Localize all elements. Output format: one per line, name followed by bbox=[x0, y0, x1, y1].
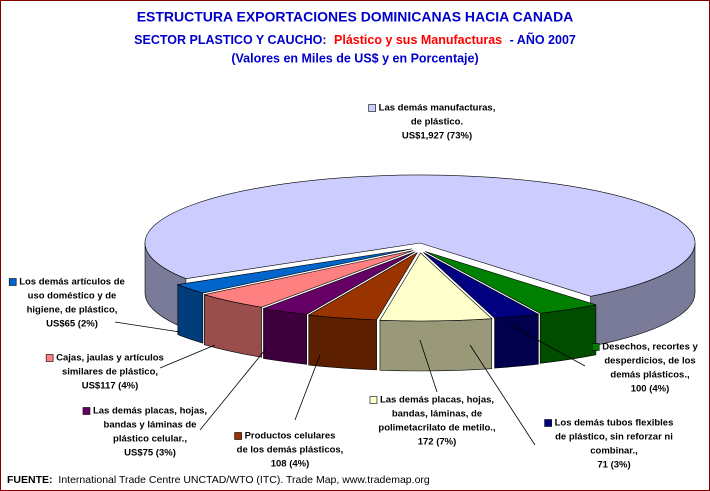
legend-swatch bbox=[368, 104, 376, 112]
slice bbox=[144, 174, 696, 297]
slice bbox=[425, 251, 597, 314]
category-label: bandas y láminas de bbox=[104, 420, 197, 431]
value-label: 71 (3%) bbox=[597, 460, 630, 471]
legend-swatch bbox=[82, 407, 91, 415]
slice-tops bbox=[144, 174, 696, 322]
slice-side bbox=[177, 284, 204, 344]
category-label: uso doméstico y de bbox=[28, 291, 117, 302]
category-label: de plástico. bbox=[411, 117, 463, 128]
slice bbox=[204, 250, 414, 308]
subtitle-part: SECTOR PLASTICO Y CAUCHO: bbox=[134, 33, 326, 47]
value-label: US$117 (4%) bbox=[82, 381, 139, 392]
value-label: 172 (7%) bbox=[418, 437, 457, 448]
category-label: Los demás tubos flexibles bbox=[555, 418, 674, 429]
slice-side bbox=[308, 314, 377, 371]
footer-label: FUENTE: bbox=[7, 474, 53, 486]
slice-side bbox=[539, 304, 597, 364]
category-label: Las demás placas, hojas, bbox=[380, 395, 494, 406]
category-label: de plástico, sin reforzar ni bbox=[555, 432, 673, 443]
leader-line bbox=[419, 339, 438, 393]
subtitle-part: - AÑO 2007 bbox=[510, 32, 576, 47]
category-label: Las demás manufacturas, bbox=[379, 103, 496, 114]
category-label: bandas, láminas, de bbox=[392, 409, 482, 420]
leader-line bbox=[159, 344, 216, 369]
slice bbox=[307, 252, 418, 321]
category-label: Desechos, recortes y bbox=[602, 342, 698, 353]
legend-swatch bbox=[591, 343, 600, 351]
slice bbox=[379, 252, 493, 322]
slice-sides bbox=[144, 242, 696, 372]
category-label: desperdicios, de los bbox=[604, 356, 695, 367]
leader-line bbox=[509, 324, 586, 367]
value-label: 108 (4%) bbox=[271, 459, 310, 470]
chart-caption: (Valores en Miles de US$ y en Porcentaje… bbox=[231, 51, 478, 65]
value-label: US$75 (3%) bbox=[124, 448, 176, 459]
category-label: Cajas, jaulas y artículos bbox=[56, 353, 164, 364]
leader-line bbox=[469, 344, 536, 446]
subtitle-part: Plástico y sus Manufacturas bbox=[334, 33, 502, 47]
category-label: Los demás artículos de bbox=[19, 277, 125, 288]
leader-line bbox=[199, 349, 266, 431]
footer-text: International Trade Centre UNCTAD/WTO (I… bbox=[58, 474, 429, 486]
category-label: similares de plástico, bbox=[62, 367, 158, 378]
slice bbox=[262, 251, 416, 315]
chart-title: ESTRUCTURA EXPORTACIONES DOMINICANAS HAC… bbox=[137, 9, 574, 25]
legend-swatch bbox=[45, 354, 54, 362]
slice-side bbox=[379, 318, 493, 372]
category-label: plástico celular., bbox=[113, 434, 187, 445]
category-label: Productos celulares bbox=[245, 431, 336, 442]
footer: FUENTE: International Trade Centre UNCTA… bbox=[7, 474, 430, 486]
category-label: de los demás plásticos, bbox=[237, 445, 344, 456]
slice bbox=[176, 248, 412, 294]
value-label: 100 (4%) bbox=[631, 384, 670, 395]
leader-line bbox=[294, 354, 321, 421]
leader-line bbox=[114, 321, 181, 333]
legend-swatch bbox=[234, 432, 242, 440]
category-label: higiene, de plástico, bbox=[27, 305, 118, 316]
legend-swatch bbox=[8, 278, 17, 286]
value-label: US$65 (2%) bbox=[46, 319, 98, 330]
category-label: polimetacrilato de metilo., bbox=[378, 423, 495, 434]
slice bbox=[423, 252, 540, 319]
slice-side bbox=[494, 313, 539, 369]
category-label: demás plásticos., bbox=[610, 370, 689, 381]
category-label: combinar., bbox=[590, 446, 638, 457]
value-label: US$1,927 (73%) bbox=[402, 131, 472, 142]
chart-subtitle: SECTOR PLASTICO Y CAUCHO: Plástico y sus… bbox=[134, 32, 576, 47]
slice-side bbox=[263, 308, 307, 365]
legend-swatch bbox=[369, 396, 378, 404]
category-label: Las demás placas, hojas, bbox=[93, 406, 207, 417]
legend-swatch bbox=[544, 419, 552, 427]
